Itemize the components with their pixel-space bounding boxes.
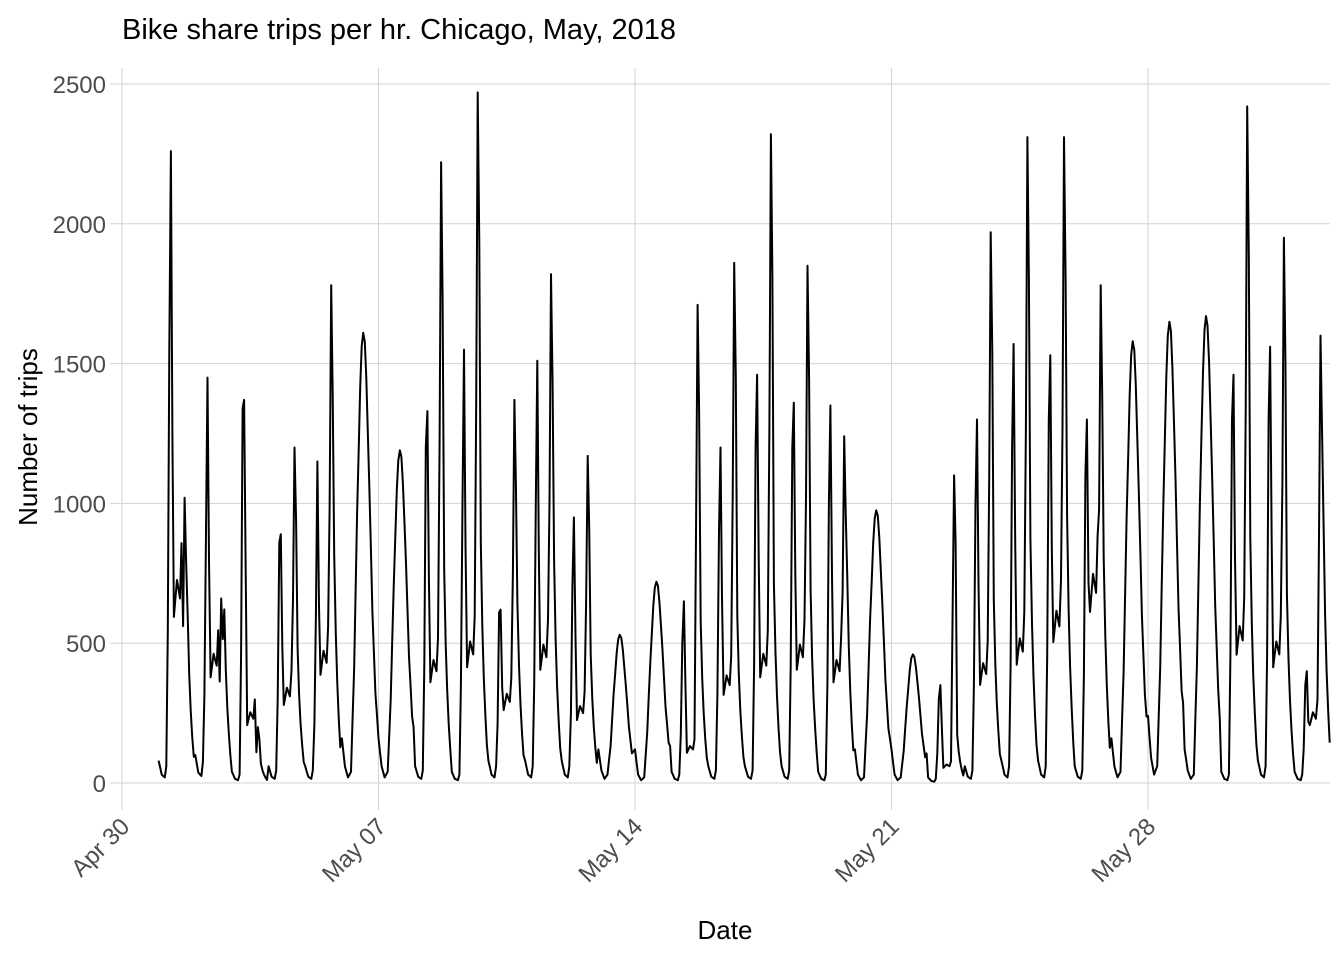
y-tick-label: 1500	[53, 352, 106, 379]
series-line-trips	[157, 91, 1331, 783]
y-axis-title: Number of trips	[13, 348, 43, 526]
gridlines	[110, 68, 1330, 810]
x-tick-label: May 21	[830, 813, 905, 888]
x-tick-label: May 28	[1086, 813, 1161, 888]
x-axis-tick-labels: Apr 30 May 07 May 14 May 21 May 28	[66, 813, 1161, 888]
y-tick-label: 2500	[53, 72, 106, 99]
x-tick-label: Apr 30	[66, 813, 135, 882]
y-axis-tick-labels: 0 500 1000 1500 2000 2500	[53, 72, 106, 798]
x-tick-label: May 07	[317, 813, 392, 888]
y-tick-label: 1000	[53, 491, 106, 518]
x-tick-label: May 14	[573, 813, 648, 888]
y-tick-label: 500	[66, 631, 106, 658]
chart-title: Bike share trips per hr. Chicago, May, 2…	[122, 14, 676, 46]
y-tick-label: 2000	[53, 212, 106, 239]
y-tick-label: 0	[93, 771, 106, 798]
x-axis-title: Date	[698, 915, 753, 945]
